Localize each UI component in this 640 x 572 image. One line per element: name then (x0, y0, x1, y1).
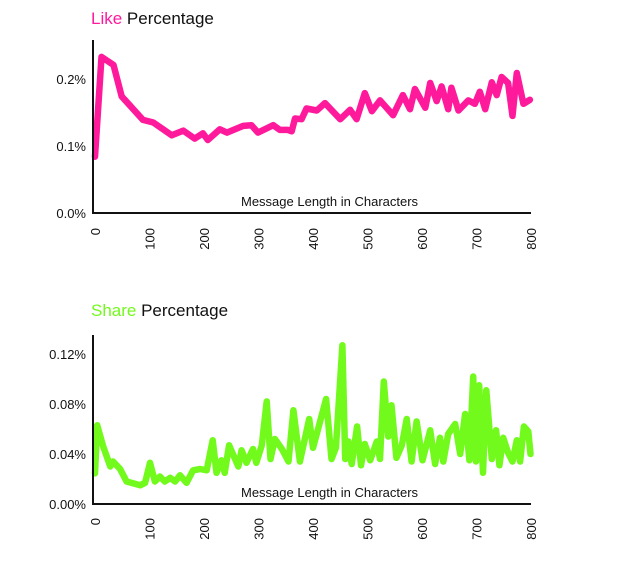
chart-title: Share Percentage (91, 301, 228, 320)
title-rest: Percentage (122, 9, 214, 28)
x-tick-label: 400 (306, 228, 321, 250)
x-axis-label: Message Length in Characters (241, 194, 419, 209)
x-tick-label: 100 (143, 228, 158, 250)
x-tick-label: 300 (252, 518, 267, 540)
title-highlight: Like (91, 9, 122, 28)
y-tick-label: 0.00% (49, 497, 86, 512)
y-tick-label: 0.1% (56, 139, 86, 154)
title-rest: Percentage (136, 301, 228, 320)
x-tick-label: 0 (88, 518, 103, 525)
x-tick-label: 700 (470, 228, 485, 250)
title-highlight: Share (91, 301, 136, 320)
x-tick-label: 600 (415, 228, 430, 250)
y-tick-label: 0.04% (49, 447, 86, 462)
x-tick-label: 500 (361, 228, 376, 250)
y-tick-label: 0.08% (49, 397, 86, 412)
x-tick-label: 300 (252, 228, 267, 250)
x-tick-label: 800 (524, 228, 539, 250)
x-tick-label: 800 (524, 518, 539, 540)
y-tick-label: 0.12% (49, 347, 86, 362)
x-tick-label: 0 (88, 228, 103, 235)
x-tick-label: 500 (361, 518, 376, 540)
y-tick-label: 0.0% (56, 206, 86, 221)
x-tick-label: 400 (306, 518, 321, 540)
x-tick-label: 700 (470, 518, 485, 540)
x-tick-label: 600 (415, 518, 430, 540)
chart-title: Like Percentage (91, 9, 214, 28)
x-tick-label: 100 (143, 518, 158, 540)
share-percentage-chart: Share Percentage 0.00% 0.04% 0.08% 0.12% 0 10… (49, 301, 539, 540)
x-tick-label: 200 (197, 228, 212, 250)
series-line (91, 53, 534, 160)
x-axis-label: Message Length in Characters (241, 485, 419, 500)
x-tick-label: 200 (197, 518, 212, 540)
like-percentage-chart: Like Percentage 0.0% 0.1% 0.2% 0 100 200 300 40… (56, 9, 539, 250)
y-tick-label: 0.2% (56, 72, 86, 87)
series-line (91, 342, 534, 489)
